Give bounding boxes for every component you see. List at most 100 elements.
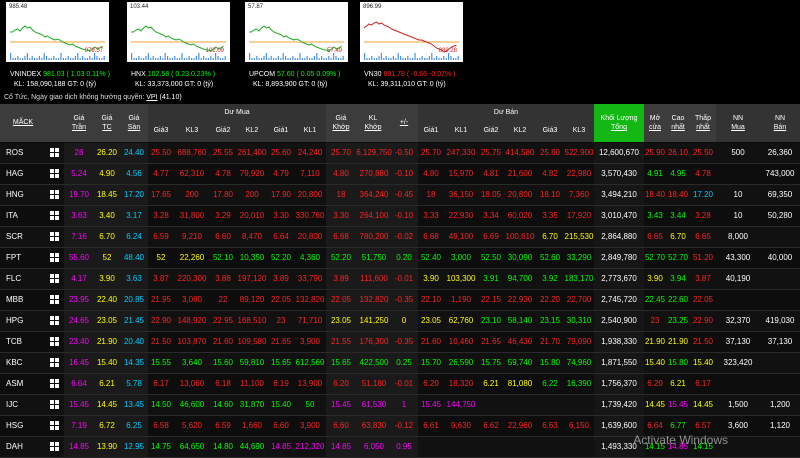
cell-khop: 15.45 xyxy=(330,400,352,409)
cell-tc: 18.45 xyxy=(96,190,118,199)
table-row[interactable]: ITA 3.63 3.40 3.17 3.28 31,800 3.29 20,010 3.30 3… xyxy=(0,206,800,227)
header-sell-s3[interactable]: Giá3 xyxy=(542,127,558,134)
header-buy-kl3[interactable]: KL3 xyxy=(185,127,199,134)
header-mo[interactable]: Mở cửa xyxy=(648,115,662,131)
cell-klk: 51,180 xyxy=(361,379,387,388)
cell-skl1: 247,330 xyxy=(446,148,476,157)
header-buy-kl1[interactable]: KL1 xyxy=(303,127,317,134)
header-nn-mua[interactable]: NN Mua xyxy=(731,115,745,131)
header-tran[interactable]: Giá Trần xyxy=(71,115,87,131)
cell-sym[interactable]: TCB xyxy=(6,337,22,346)
cell-thap: 6.65 xyxy=(695,232,711,241)
volume-bar xyxy=(385,56,387,60)
cell-sym[interactable]: KBC xyxy=(6,358,23,367)
table-row[interactable]: MBB 23.95 22.40 20.85 21.95 3,080 22 89,120 22.0… xyxy=(0,290,800,311)
cell-tc: 22.40 xyxy=(96,295,118,304)
header-plus-minus[interactable]: +/- xyxy=(399,119,409,126)
table-row[interactable]: FLC 4.17 3.90 3.63 3.87 220,300 3.88 197,120 3.8… xyxy=(0,269,800,290)
cell-thap: 3.87 xyxy=(695,274,711,283)
header-mack[interactable]: MÃCK xyxy=(12,119,34,126)
cell-skl2: 58,140 xyxy=(507,316,533,325)
header-tong[interactable]: Khối Lượng Tổng xyxy=(600,115,638,131)
header-sell-skl1[interactable]: KL1 xyxy=(454,127,468,134)
header-buy-kl2[interactable]: KL2 xyxy=(245,127,259,134)
chart-grid-icon[interactable] xyxy=(50,400,60,410)
table-row[interactable]: KBC 16.45 15.40 14.35 15.55 3,640 15.60 59,810 1… xyxy=(0,353,800,374)
cell-sym[interactable]: FPT xyxy=(6,253,22,262)
table-row[interactable]: HSG 7.19 6.72 6.25 6.58 5,620 6.59 1,660 6.60 3,9… xyxy=(0,416,800,437)
table-row[interactable]: TCB 23.40 21.90 20.40 21.50 103,870 21.60 109,5… xyxy=(0,332,800,353)
chart-grid-icon[interactable] xyxy=(50,358,60,368)
header-san[interactable]: Giá Sàn xyxy=(127,115,141,131)
volume-bar xyxy=(74,56,76,60)
table-row[interactable]: ASM 6.64 6.21 5.78 6.17 13,060 6.18 11,100 6.19 1… xyxy=(0,374,800,395)
cell-sym[interactable]: FLC xyxy=(6,274,22,283)
cell-sym[interactable]: MBB xyxy=(6,295,24,304)
header-tc[interactable]: Giá TC xyxy=(101,115,113,131)
index-card-vnindex[interactable]: 985.48 979.57 xyxy=(6,2,109,62)
index-card-upcom[interactable]: 57.87 57.49 xyxy=(245,2,348,62)
chart-grid-icon[interactable] xyxy=(50,295,60,305)
cell-sym[interactable]: DAH xyxy=(6,442,23,451)
chart-grid-icon[interactable] xyxy=(50,337,60,347)
cell-sym[interactable]: HNG xyxy=(6,190,24,199)
header-nn-ban[interactable]: NN Bán xyxy=(773,115,787,131)
chart-grid-icon[interactable] xyxy=(50,232,60,242)
header-buy-b2[interactable]: Giá2 xyxy=(215,127,231,134)
info-link[interactable]: VPI xyxy=(146,94,158,101)
cell-sym[interactable]: SCR xyxy=(6,232,23,241)
cell-sym[interactable]: HSG xyxy=(6,421,24,430)
cell-sym[interactable]: ASM xyxy=(6,379,24,388)
chart-grid-icon[interactable] xyxy=(50,211,60,221)
table-row[interactable]: FPT 55.60 52 48.40 52 22,260 52.10 10,350 52.20 4… xyxy=(0,248,800,269)
table-row[interactable]: HNG 19.70 18.45 17.20 17.65 200 17.80 200 17.90 2… xyxy=(0,185,800,206)
chart-grid-icon[interactable] xyxy=(50,442,60,452)
cell-sym[interactable]: IJC xyxy=(6,400,18,409)
header-cao[interactable]: Cao nhất xyxy=(671,115,685,131)
cell-khop: 22.05 xyxy=(330,295,352,304)
cell-s1: 6.68 xyxy=(423,232,439,241)
header-kl-khop[interactable]: KL Khớp xyxy=(364,115,382,131)
header-sell-skl3[interactable]: KL3 xyxy=(572,127,586,134)
index-summary: UPCOM 57.60 ( 0.05 0.09% ) xyxy=(249,70,340,79)
index-chart xyxy=(131,25,226,60)
cell-skl2: 100,610 xyxy=(505,232,535,241)
chart-grid-icon[interactable] xyxy=(50,148,60,158)
header-sell-s2[interactable]: Giá2 xyxy=(483,127,499,134)
header-sell-skl2[interactable]: KL2 xyxy=(513,127,527,134)
chart-grid-icon[interactable] xyxy=(50,379,60,389)
cell-sym[interactable]: HPG xyxy=(6,316,24,325)
table-row[interactable]: IJC 15.45 14.45 13.45 14.50 46,600 14.60 31,870… xyxy=(0,395,800,416)
cell-kl3: 688,760 xyxy=(177,148,207,157)
header-thap[interactable]: Thấp nhất xyxy=(695,115,711,131)
cell-skl3: 74,960 xyxy=(566,358,592,367)
chart-grid-icon[interactable] xyxy=(50,274,60,284)
cell-b1: 3.30 xyxy=(273,211,289,220)
table-row[interactable]: SCR 7.16 6.70 6.24 6.59 9,210 6.60 8,470 6.64 20,… xyxy=(0,227,800,248)
chart-grid-icon[interactable] xyxy=(50,190,60,200)
cell-khop: 23.05 xyxy=(330,316,352,325)
chart-grid-icon[interactable] xyxy=(50,421,60,431)
table-row[interactable]: HAG 5.24 4.90 4.56 4.77 62,310 4.78 79,920 4.79 7… xyxy=(0,164,800,185)
chart-grid-icon[interactable] xyxy=(50,316,60,326)
cell-tc: 3.90 xyxy=(99,274,115,283)
header-buy-b1[interactable]: Giá1 xyxy=(273,127,289,134)
cell-kl1: 132,820 xyxy=(295,295,325,304)
chart-grid-icon[interactable] xyxy=(50,253,60,263)
index-card-vn30[interactable]: 896.99 889.28 xyxy=(360,2,463,62)
volume-bar xyxy=(388,58,390,60)
table-row[interactable]: ROS 28 26.20 24.40 25.50 688,760 25.55 261,400 2… xyxy=(0,143,800,164)
chart-grid-icon[interactable] xyxy=(50,169,60,179)
cell-sym[interactable]: ROS xyxy=(6,148,24,157)
cell-thap: 22.05 xyxy=(692,295,714,304)
volume-bar xyxy=(24,56,26,60)
header-gia-khop[interactable]: Giá Khớp xyxy=(332,115,350,131)
cell-s1: 3.33 xyxy=(423,211,439,220)
header-buy-b3[interactable]: Giá3 xyxy=(153,127,169,134)
cell-sym[interactable]: HAG xyxy=(6,169,24,178)
index-card-hnx[interactable]: 103.44 102.09 xyxy=(127,2,230,62)
cell-sym[interactable]: ITA xyxy=(6,211,18,220)
cell-khop: 14.85 xyxy=(330,442,352,451)
table-row[interactable]: HPG 24.65 23.05 21.45 22.90 148,920 22.95 168,5… xyxy=(0,311,800,332)
header-sell-s1[interactable]: Giá1 xyxy=(423,127,439,134)
